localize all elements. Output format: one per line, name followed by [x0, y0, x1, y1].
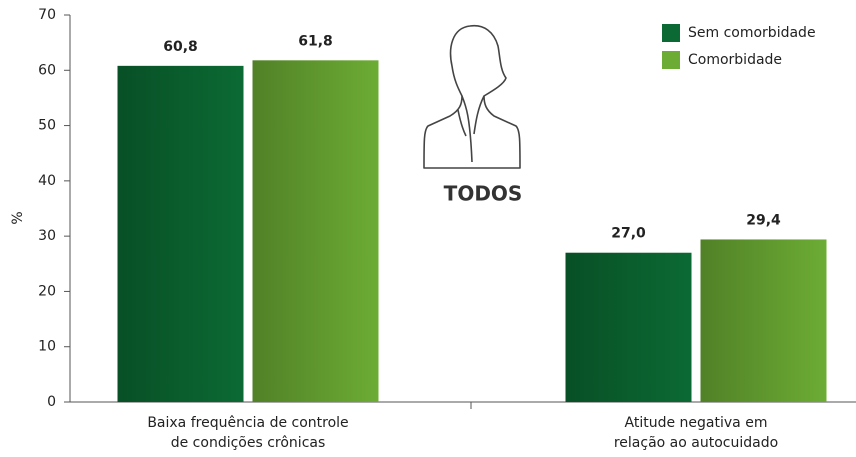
y-axis-label: % — [10, 211, 26, 224]
x-tick-label: relação ao autocuidado — [614, 435, 778, 451]
y-tick-label: 0 — [47, 394, 56, 410]
y-tick-label: 30 — [38, 228, 56, 244]
x-tick-label: Baixa frequência de controle — [147, 415, 348, 431]
legend-label: Comorbidade — [688, 52, 782, 68]
value-label: 27,0 — [611, 226, 646, 242]
x-tick-label: de condições crônicas — [171, 435, 326, 451]
bar — [117, 65, 244, 402]
legend-label: Sem comorbidade — [688, 25, 816, 41]
legend-swatch — [662, 24, 680, 42]
bar — [565, 252, 692, 402]
person-icon — [423, 24, 521, 169]
value-label: 29,4 — [746, 212, 781, 228]
y-tick-label: 70 — [38, 7, 56, 23]
y-tick-label: 50 — [38, 118, 56, 134]
y-tick-label: 60 — [38, 62, 56, 78]
x-tick-label: Atitude negativa em — [625, 415, 768, 431]
bar — [700, 239, 827, 402]
y-tick-label: 20 — [38, 283, 56, 299]
legend-swatch — [662, 51, 680, 69]
annotation: TODOS — [444, 182, 523, 206]
value-label: 61,8 — [298, 33, 333, 49]
y-tick-label: 40 — [38, 173, 56, 189]
bar — [252, 60, 379, 402]
y-tick-label: 10 — [38, 339, 56, 355]
value-label: 60,8 — [163, 39, 198, 55]
